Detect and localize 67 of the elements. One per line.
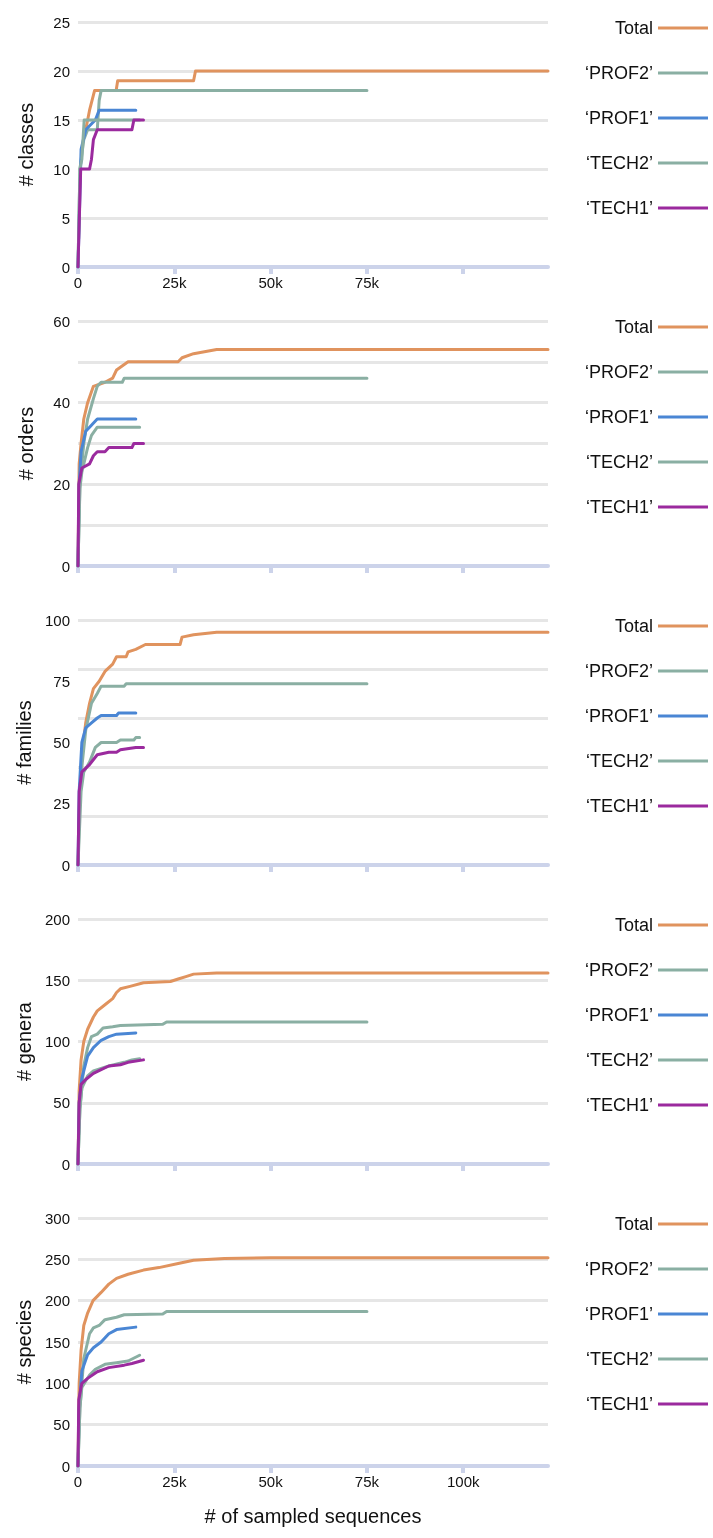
x-tick-label: 100k bbox=[446, 1473, 481, 1490]
x-tick-label: 75k bbox=[354, 274, 380, 291]
legend-label: Total bbox=[614, 18, 653, 38]
y-tick-label: 200 bbox=[44, 1292, 70, 1310]
x-tick-label: 25k bbox=[162, 274, 187, 291]
legend-label: ‘TECH1’ bbox=[585, 1394, 653, 1414]
y-tick-label: 25 bbox=[53, 13, 70, 31]
x-tick-label: 75k bbox=[354, 1473, 380, 1490]
legend-label: ‘TECH2’ bbox=[585, 1349, 653, 1369]
legend-label: ‘TECH2’ bbox=[585, 751, 653, 771]
legend-label: ‘TECH2’ bbox=[585, 153, 653, 173]
y-tick-label: 150 bbox=[44, 1333, 70, 1351]
y-tick-label: 100 bbox=[44, 1374, 70, 1392]
x-tick-label: 0 bbox=[73, 274, 83, 291]
y-tick-label: 20 bbox=[53, 475, 70, 493]
legend-label: ‘PROF1’ bbox=[584, 1304, 653, 1324]
y-tick-label: 250 bbox=[44, 1250, 70, 1268]
legend-label: ‘PROF2’ bbox=[584, 362, 653, 382]
legend-label: ‘TECH1’ bbox=[585, 497, 653, 517]
legend-label: Total bbox=[614, 915, 653, 935]
y-tick-label: 0 bbox=[61, 258, 70, 276]
y-tick-label: 75 bbox=[53, 672, 70, 690]
y-tick-label: 10 bbox=[53, 160, 70, 178]
y-tick-label: 100 bbox=[44, 1033, 70, 1050]
y-tick-label: 150 bbox=[44, 971, 70, 989]
y-axis-title: # orders bbox=[15, 406, 37, 481]
y-tick-label: 200 bbox=[44, 910, 70, 928]
x-axis-title: # of sampled sequences bbox=[204, 1505, 422, 1527]
y-tick-label: 0 bbox=[61, 856, 70, 874]
y-axis-title: # classes bbox=[15, 102, 37, 187]
y-tick-label: 50 bbox=[53, 734, 70, 751]
legend-label: ‘PROF1’ bbox=[584, 706, 653, 726]
y-axis-title: # species bbox=[13, 1299, 36, 1385]
legend-label: ‘PROF2’ bbox=[584, 661, 653, 681]
y-tick-label: 100 bbox=[44, 611, 70, 629]
y-tick-label: 0 bbox=[61, 1457, 70, 1475]
y-tick-label: 20 bbox=[53, 62, 70, 80]
y-tick-label: 0 bbox=[61, 1155, 70, 1173]
legend-label: ‘PROF2’ bbox=[584, 63, 653, 83]
x-tick-label: 50k bbox=[258, 1473, 284, 1490]
y-tick-label: 15 bbox=[53, 111, 70, 129]
legend-label: ‘PROF1’ bbox=[584, 407, 653, 427]
y-tick-label: 40 bbox=[53, 394, 70, 412]
legend-label: ‘PROF1’ bbox=[584, 1005, 653, 1025]
legend-label: ‘PROF2’ bbox=[584, 960, 653, 980]
x-tick-label: 25k bbox=[162, 1473, 187, 1490]
legend-label: ‘TECH1’ bbox=[585, 198, 653, 218]
y-tick-label: 5 bbox=[61, 209, 70, 227]
y-tick-label: 50 bbox=[53, 1094, 70, 1112]
legend-label: ‘TECH2’ bbox=[585, 452, 653, 472]
y-tick-label: 0 bbox=[61, 557, 70, 575]
y-tick-label: 50 bbox=[53, 1416, 70, 1434]
legend-label: ‘TECH1’ bbox=[585, 796, 653, 816]
y-tick-label: 300 bbox=[44, 1209, 70, 1227]
legend-label: Total bbox=[614, 616, 653, 636]
y-tick-label: 25 bbox=[53, 795, 70, 813]
legend-label: ‘TECH1’ bbox=[585, 1095, 653, 1115]
x-tick-label: 50k bbox=[258, 274, 284, 291]
y-axis-title: # families bbox=[13, 700, 36, 785]
y-tick-label: 60 bbox=[53, 312, 70, 330]
legend-label: ‘PROF1’ bbox=[584, 108, 653, 128]
legend-label: ‘PROF2’ bbox=[584, 1259, 653, 1279]
legend-label: ‘TECH2’ bbox=[585, 1050, 653, 1070]
y-axis-title: # genera bbox=[13, 1001, 36, 1081]
legend-label: Total bbox=[614, 317, 653, 337]
legend-label: Total bbox=[614, 1214, 653, 1234]
x-tick-label: 0 bbox=[73, 1473, 83, 1490]
